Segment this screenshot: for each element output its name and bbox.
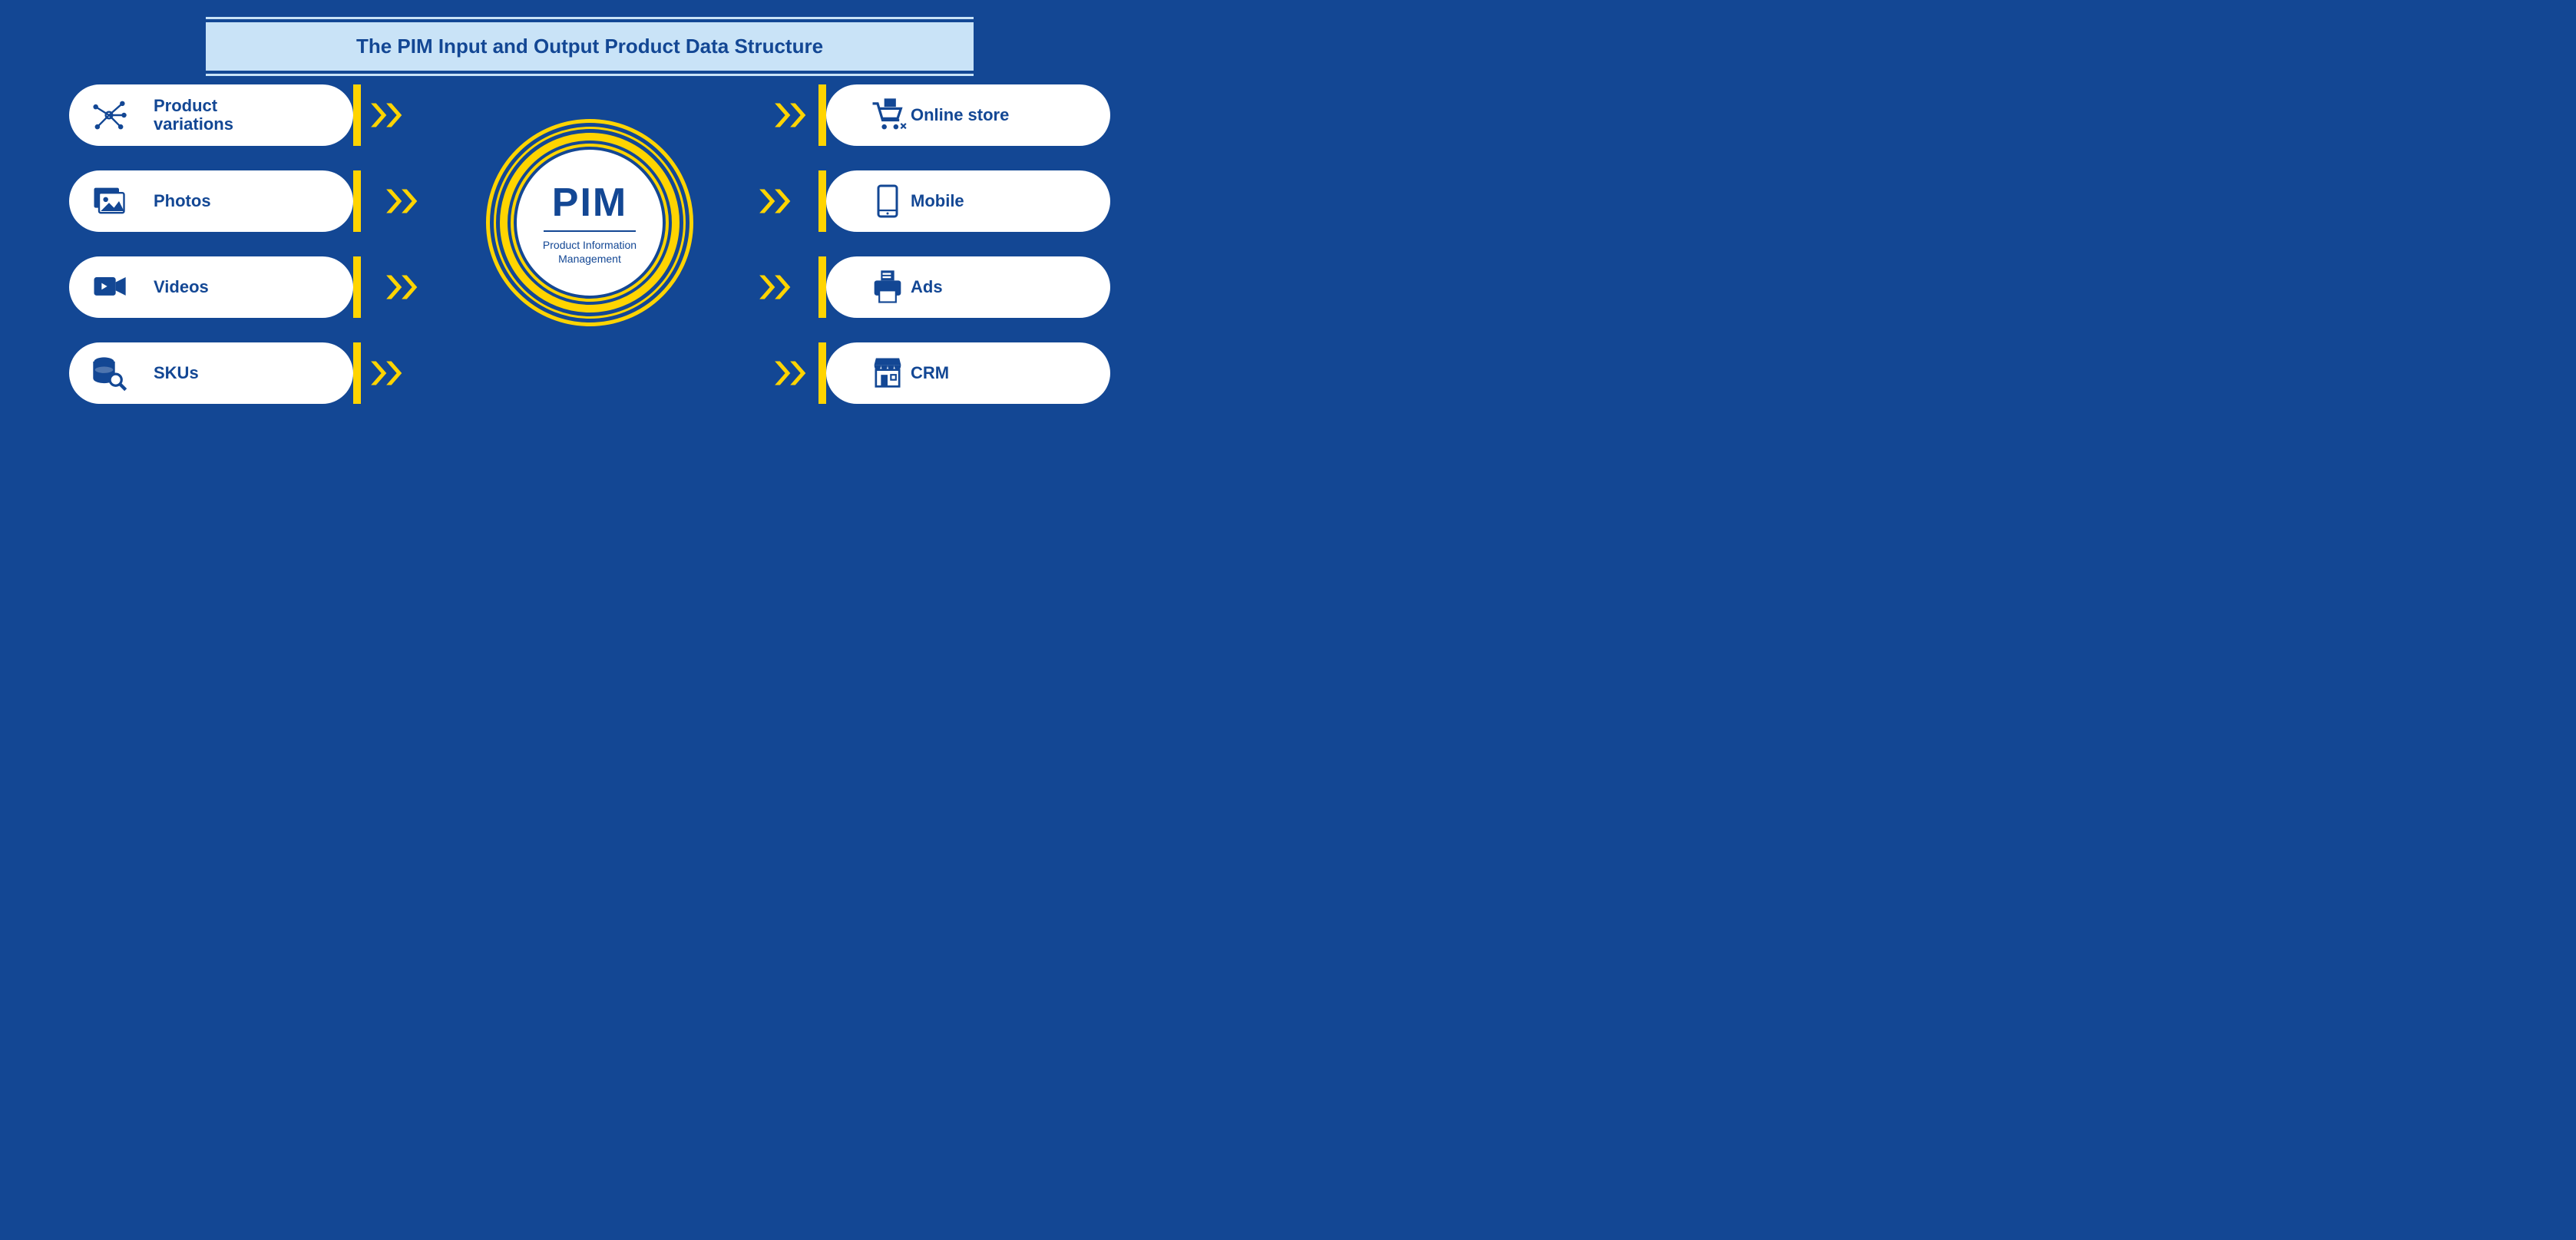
title-banner: The PIM Input and Output Product Data St… — [206, 17, 974, 76]
accent-bar — [353, 84, 361, 146]
output-pill-ads: Ads — [826, 256, 1110, 318]
output-label: Online store — [911, 106, 1072, 124]
video-icon — [86, 264, 132, 310]
hub-subtitle-line: Management — [558, 253, 621, 265]
accent-bar — [353, 170, 361, 232]
hub-acronym: PIM — [552, 180, 627, 226]
title-text: The PIM Input and Output Product Data St… — [221, 35, 958, 58]
output-pill-online-store: Online store — [826, 84, 1110, 146]
cart-icon — [865, 92, 911, 138]
accent-bar — [818, 170, 826, 232]
input-pill-skus: SKUs — [69, 342, 353, 404]
output-pill-crm: CRM — [826, 342, 1110, 404]
accent-bar — [818, 256, 826, 318]
network-icon — [86, 92, 132, 138]
center-hub: PIM Product Information Management — [486, 119, 693, 326]
hub-subtitle-line: Product Information — [543, 239, 637, 251]
output-pill-mobile: Mobile — [826, 170, 1110, 232]
database-search-icon — [86, 350, 132, 396]
output-label: Ads — [911, 278, 1072, 296]
chevron-right-icon — [384, 256, 422, 318]
accent-bar — [353, 256, 361, 318]
chevron-right-icon — [772, 342, 811, 404]
title-box: The PIM Input and Output Product Data St… — [206, 22, 974, 71]
chevron-right-icon — [369, 84, 407, 146]
output-arrows — [772, 84, 811, 404]
input-pill-videos: Videos — [69, 256, 353, 318]
input-label: SKUs — [154, 364, 199, 382]
accent-bar — [818, 84, 826, 146]
hub-divider — [544, 230, 636, 232]
inputs-column: Product variations Photos Videos — [69, 84, 353, 404]
input-pill-photos: Photos — [69, 170, 353, 232]
input-label: Photos — [154, 192, 211, 210]
hub-core: PIM Product Information Management — [517, 150, 663, 296]
input-label: Videos — [154, 278, 209, 296]
chevron-right-icon — [757, 170, 795, 232]
storefront-icon — [865, 350, 911, 396]
chevron-right-icon — [384, 170, 422, 232]
chevron-right-icon — [369, 342, 407, 404]
hub-subtitle: Product Information Management — [543, 238, 637, 266]
input-pill-product-variations: Product variations — [69, 84, 353, 146]
accent-bar — [818, 342, 826, 404]
outputs-column: Online store Mobile Ads — [826, 84, 1110, 404]
input-label: Product variations — [154, 97, 292, 134]
title-rule-bottom — [206, 74, 974, 76]
printer-icon — [865, 264, 911, 310]
title-rule-top — [206, 17, 974, 19]
photos-icon — [86, 178, 132, 224]
output-label: CRM — [911, 364, 1072, 382]
output-label: Mobile — [911, 192, 1072, 210]
input-arrows — [369, 84, 407, 404]
accent-bar — [353, 342, 361, 404]
phone-icon — [865, 178, 911, 224]
chevron-right-icon — [772, 84, 811, 146]
chevron-right-icon — [757, 256, 795, 318]
